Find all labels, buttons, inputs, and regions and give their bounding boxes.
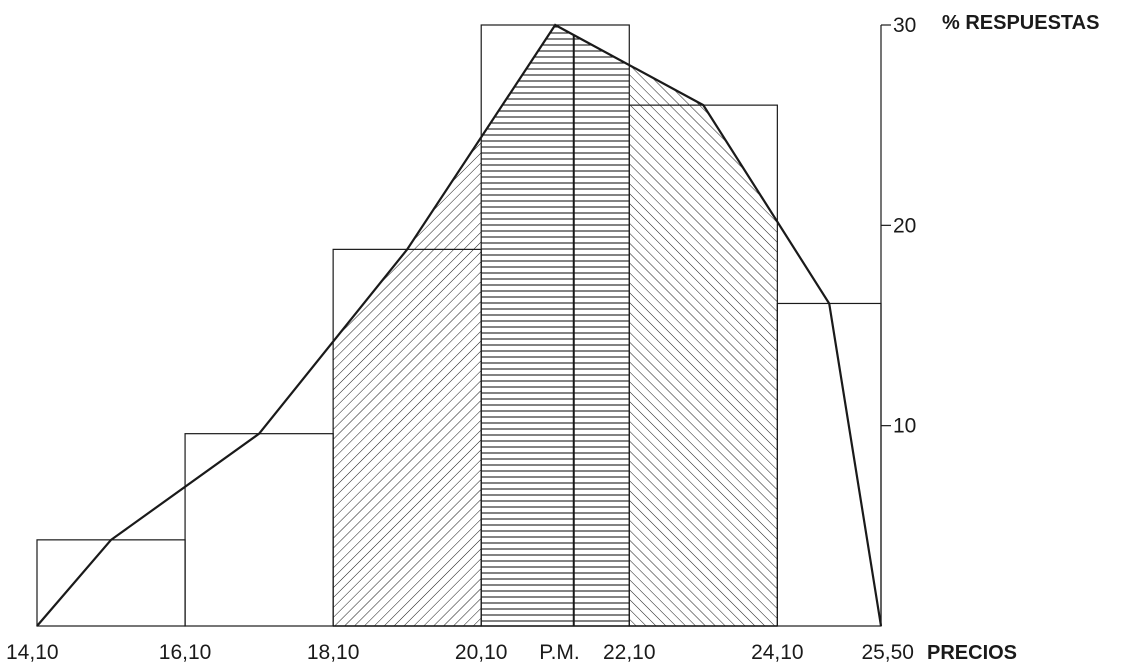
y-tick-label-10: 10 — [893, 415, 916, 438]
x-tick-label-2: 16,10 — [159, 641, 212, 664]
x-tick-labels: 14,10 16,10 18,10 20,10 P.M. 22,10 24,10 25,50 — [6, 641, 914, 664]
y-tick-label-30: 30 — [893, 14, 916, 37]
x-tick-label-3: 18,10 — [307, 641, 360, 664]
frequency-polygon — [36, 23, 883, 627]
histogram-bar-2 — [184, 433, 334, 627]
x-tick-label-1: 14,10 — [6, 641, 59, 664]
histogram-bar-6 — [776, 302, 882, 627]
x-tick-label-6: 22,10 — [603, 641, 656, 664]
y-axis-title: % RESPUESTAS — [942, 12, 1099, 34]
x-tick-label-4: 20,10 — [455, 641, 508, 664]
shaded-area-2 — [481, 25, 630, 626]
frequency-polygon-line — [36, 23, 883, 627]
x-tick-label-8: 25,50 — [861, 641, 914, 664]
shaded-area-3 — [629, 25, 778, 626]
histogram-bar-1 — [36, 539, 186, 627]
x-tick-label-7: 24,10 — [751, 641, 804, 664]
shaded-areas — [333, 25, 778, 626]
y-tick-label-20: 20 — [893, 214, 916, 237]
x-tick-label-5: P.M. — [539, 641, 579, 664]
x-axis-title: PRECIOS — [927, 642, 1017, 664]
shaded-area-1 — [333, 25, 482, 626]
y-axis: 10 20 30 — [880, 14, 916, 626]
